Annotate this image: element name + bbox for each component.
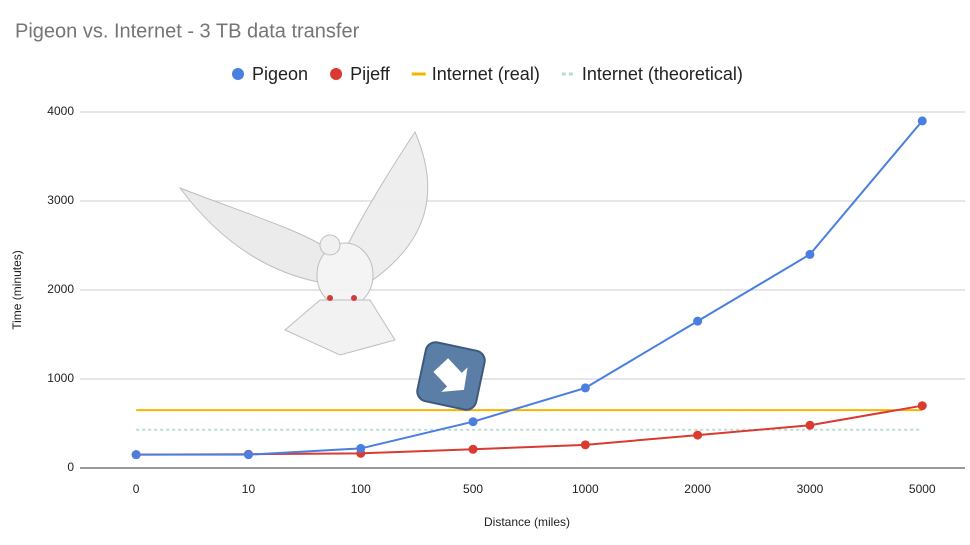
x-tick-label: 10 [242,482,256,496]
data-point [693,316,703,326]
data-point [917,401,927,411]
data-point [580,383,590,393]
data-point [356,443,366,453]
legend: Pigeon Pijeff Internet (real) Internet (the… [232,64,743,84]
legend-marker [330,68,343,80]
y-tick-label: 2000 [47,282,74,296]
data-point [693,430,703,440]
x-tick-label: 3000 [797,482,824,496]
x-axis-title: Distance (miles) [484,515,570,529]
y-axis-title: Time (minutes) [10,250,24,330]
data-point [917,116,927,126]
legend-marker [232,68,244,80]
data-point [580,440,590,450]
data-point [131,450,141,460]
data-point [468,417,478,427]
y-tick-label: 4000 [47,104,74,118]
series-line [136,120,924,456]
arrow-icon [416,341,486,411]
data-point [468,444,478,454]
x-tick-label: 1000 [572,482,599,496]
data-point [805,249,815,259]
x-tick-label: 100 [351,482,371,496]
legend-label: Pijeff [350,64,391,84]
chart-title: Pigeon vs. Internet - 3 TB data transfer [15,20,360,42]
y-tick-label: 1000 [47,371,74,385]
data-point [243,450,253,460]
x-tick-label: 5000 [909,482,936,496]
y-tick-label: 0 [67,460,74,474]
data-point [805,420,815,430]
y-tick-label: 3000 [47,193,74,207]
legend-label: Internet (real) [432,64,540,84]
plot-area: 0 1000 2000 3000 4000 0 10 100 500 1000 2000 3000 50… [47,104,965,496]
x-tick-label: 500 [463,482,483,496]
dove-image [178,130,429,356]
legend-label: Pigeon [252,64,308,84]
legend-label: Internet (theoretical) [582,64,743,84]
x-tick-label: 0 [133,482,140,496]
x-tick-label: 2000 [684,482,711,496]
